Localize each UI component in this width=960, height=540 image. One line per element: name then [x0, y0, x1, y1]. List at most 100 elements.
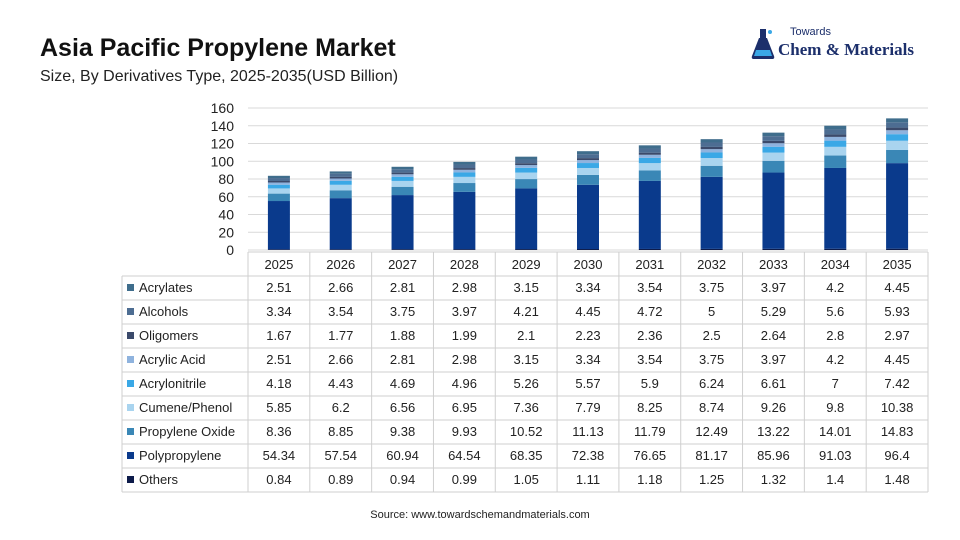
bar-segment [577, 163, 599, 168]
table-cell: 1.18 [637, 472, 662, 487]
table-cell: 81.17 [695, 448, 728, 463]
bar-segment [577, 174, 599, 185]
bar-segment [824, 155, 847, 168]
table-cell: 12.49 [695, 424, 728, 439]
table-cell: 2.66 [328, 352, 353, 367]
bar-segment [391, 176, 414, 181]
bar-segment [762, 152, 785, 161]
bar-segment [391, 172, 414, 175]
bar-segment [515, 167, 538, 173]
table-cell: 64.54 [448, 448, 481, 463]
table-cell: 72.38 [572, 448, 605, 463]
table-cell: 2.98 [452, 352, 477, 367]
bar-segment [329, 180, 352, 185]
table-cell: 0.84 [266, 472, 291, 487]
table-cell: 3.54 [637, 280, 662, 295]
bar-segment [762, 132, 785, 137]
table-cell: 54.34 [263, 448, 296, 463]
bar-segment [391, 180, 414, 187]
table-cell: 2.64 [761, 328, 786, 343]
bar-segment [700, 152, 723, 159]
table-cell: 5.93 [884, 304, 909, 319]
legend-swatch [127, 308, 134, 315]
table-cell: 11.79 [634, 424, 666, 439]
legend-entry: Acrylic Acid [139, 352, 205, 367]
bar-segment [267, 180, 290, 183]
table-cell: 13.22 [757, 424, 790, 439]
table-cell: 5.85 [266, 400, 291, 415]
table-cell: 7.36 [514, 400, 539, 415]
legend-entry: Propylene Oxide [139, 424, 235, 439]
bar-segment [824, 134, 847, 137]
table-cell: 3.15 [514, 352, 539, 367]
table-cell: 4.69 [390, 376, 415, 391]
legend-swatch [127, 452, 134, 459]
table-cell: 1.99 [452, 328, 477, 343]
bar-segment [391, 195, 414, 250]
table-cell: 2.36 [637, 328, 662, 343]
chart-subtitle: Size, By Derivatives Type, 2025-2035(USD… [40, 68, 399, 85]
bar-segment [515, 249, 538, 250]
table-cell: 2.98 [452, 280, 477, 295]
bar-segment [391, 174, 414, 177]
y-tick-label: 120 [211, 136, 235, 152]
bar-segment [577, 154, 599, 159]
table-cell: 2.51 [266, 280, 291, 295]
bar-segment [453, 172, 476, 177]
bar-segment [700, 149, 723, 153]
y-tick-label: 100 [211, 153, 235, 169]
table-cell: 3.34 [266, 304, 291, 319]
x-category-label: 2027 [388, 257, 417, 272]
chart-title: Asia Pacific Propylene Market [40, 34, 396, 62]
bar-segment [577, 151, 599, 155]
bar-segment [515, 188, 538, 250]
bar-segment [453, 249, 476, 250]
table-cell: 2.81 [390, 352, 415, 367]
bar-segment [638, 248, 661, 250]
table-cell: 11.13 [572, 424, 604, 439]
bar-segment [329, 190, 352, 199]
table-cell: 1.67 [266, 328, 291, 343]
table-cell: 91.03 [819, 448, 852, 463]
bar-segment [329, 178, 352, 181]
bar-segment [638, 157, 661, 164]
bar-segment [886, 140, 909, 150]
bar-segment [700, 142, 723, 147]
table-cell: 5.29 [761, 304, 786, 319]
bar-segment [391, 169, 414, 173]
table-cell: 3.15 [514, 280, 539, 295]
x-category-label: 2026 [326, 257, 355, 272]
table-cell: 3.34 [575, 352, 600, 367]
table-cell: 4.18 [266, 376, 291, 391]
bar-segment [700, 248, 723, 250]
table-cell: 3.97 [452, 304, 477, 319]
table-cell: 4.45 [884, 352, 909, 367]
bar-segment [391, 249, 414, 250]
table-cell: 0.99 [452, 472, 477, 487]
bar-segment [453, 169, 476, 173]
legend-swatch [127, 332, 134, 339]
table-cell: 5.26 [514, 376, 539, 391]
table-cell: 85.96 [757, 448, 790, 463]
table-cell: 1.32 [761, 472, 786, 487]
bar-segment [329, 249, 352, 250]
bar-segment [453, 176, 476, 184]
table-cell: 2.1 [517, 328, 535, 343]
bar-segment [824, 167, 847, 249]
table-cell: 4.21 [514, 304, 539, 319]
bar-segment [515, 165, 538, 168]
bar-segment [267, 193, 290, 202]
bar-segment [824, 125, 847, 130]
legend-entry: Alcohols [139, 304, 189, 319]
bar-segment [267, 178, 290, 181]
legend-swatch [127, 404, 134, 411]
table-cell: 9.8 [826, 400, 844, 415]
bar-segment [515, 159, 538, 164]
table-cell: 3.97 [761, 352, 786, 367]
table-cell: 14.01 [819, 424, 852, 439]
table-cell: 3.54 [328, 304, 353, 319]
bar-segment [515, 156, 538, 160]
table-cell: 4.72 [637, 304, 662, 319]
table-cell: 6.95 [452, 400, 477, 415]
